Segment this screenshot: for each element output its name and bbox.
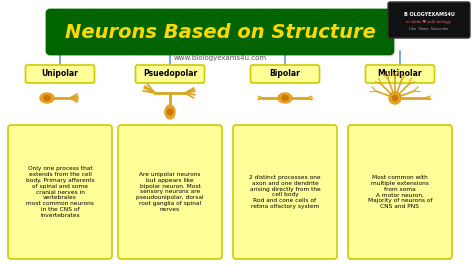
FancyBboxPatch shape: [47, 10, 393, 54]
Text: Psuedopolar: Psuedopolar: [143, 69, 197, 78]
Ellipse shape: [278, 93, 292, 103]
Text: Multipolar: Multipolar: [378, 69, 422, 78]
FancyBboxPatch shape: [26, 65, 94, 83]
FancyBboxPatch shape: [250, 65, 319, 83]
Ellipse shape: [389, 92, 401, 104]
Text: www.biologyexams4u.com: www.biologyexams4u.com: [173, 55, 266, 61]
Ellipse shape: [282, 95, 288, 101]
FancyBboxPatch shape: [348, 125, 452, 259]
Text: 2 distinct processes one
axon and one dendrite
arising directly from the
cell bo: 2 distinct processes one axon and one de…: [249, 175, 321, 209]
Ellipse shape: [40, 93, 54, 103]
Ellipse shape: [167, 109, 173, 115]
Text: Neurons Based on Structure: Neurons Based on Structure: [64, 23, 375, 41]
Text: B OLOGYEXAMS4U: B OLOGYEXAMS4U: [403, 11, 455, 16]
FancyBboxPatch shape: [365, 65, 435, 83]
Text: Bipolar: Bipolar: [270, 69, 301, 78]
FancyBboxPatch shape: [118, 125, 222, 259]
FancyBboxPatch shape: [388, 2, 470, 38]
FancyBboxPatch shape: [233, 125, 337, 259]
FancyBboxPatch shape: [136, 65, 204, 83]
FancyBboxPatch shape: [8, 125, 112, 259]
Text: Most common with
multiple extensions
from soma
A motor neuron,
Majority of neuro: Most common with multiple extensions fro…: [368, 175, 432, 209]
Text: Like  Share  Subscribe: Like Share Subscribe: [410, 27, 448, 31]
Ellipse shape: [165, 105, 175, 119]
Text: in ideas ♥ with biology: in ideas ♥ with biology: [407, 20, 452, 24]
Text: Only one process that
extends from the cell
body. Primary afferents
of spinal an: Only one process that extends from the c…: [26, 166, 94, 218]
Ellipse shape: [44, 95, 50, 101]
Text: Unipolar: Unipolar: [42, 69, 78, 78]
Ellipse shape: [392, 95, 398, 101]
Text: Are unipolar neurons
but appears like
bipolar neuron. Most
sensory neurons are
p: Are unipolar neurons but appears like bi…: [136, 172, 204, 212]
